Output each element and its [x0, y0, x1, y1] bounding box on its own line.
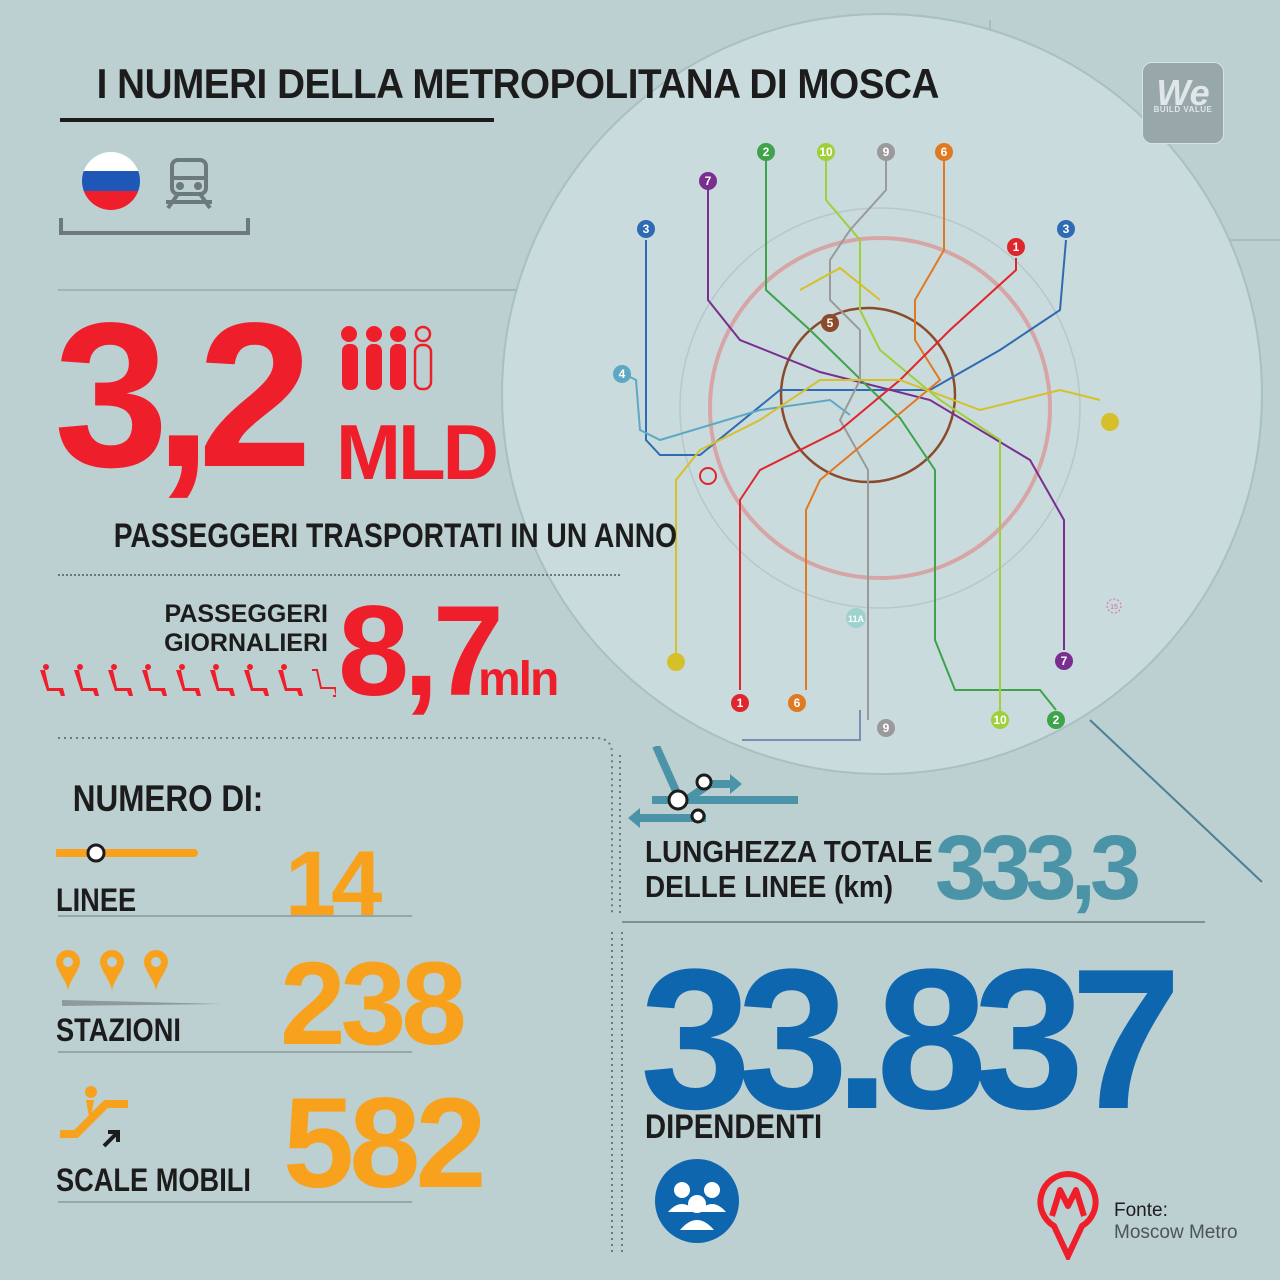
seat-icon: [247, 664, 253, 670]
svg-text:11A: 11A: [848, 614, 865, 624]
seat-icon-row: [40, 664, 336, 697]
linee-value: 14: [285, 833, 382, 935]
svg-text:1: 1: [737, 696, 744, 710]
page-title: I NUMERI DELLA METROPOLITANA DI MOSCA: [96, 60, 940, 107]
dipendenti-value: 33.837: [640, 928, 1182, 1151]
source-label: Fonte:: [1114, 1200, 1168, 1221]
passengers-daily-label-line2: GIORNALIERI: [164, 629, 328, 657]
logo-tagline: BUILD VALUE: [1153, 105, 1213, 114]
pin-icon: [56, 950, 168, 992]
passengers-daily-unit: mln: [478, 653, 559, 706]
stazioni-label: STAZIONI: [56, 1012, 181, 1048]
source-value: Moscow Metro: [1114, 1222, 1238, 1243]
lunghezza-label: LUNGHEZZA TOTALE DELLE LINEE (km): [645, 834, 933, 904]
lunghezza-label-line1: LUNGHEZZA TOTALE: [645, 834, 933, 869]
lunghezza-label-line2: DELLE LINEE (km): [645, 869, 894, 904]
seat-icon: [281, 664, 287, 670]
svg-text:7: 7: [1061, 654, 1068, 668]
numero-di-heading: NUMERO DI:: [72, 778, 264, 819]
train-icon: [166, 158, 212, 210]
seat-icon: [40, 670, 65, 696]
svg-text:9: 9: [883, 721, 890, 735]
passengers-daily-label: PASSEGGERI GIORNALIERI: [150, 600, 328, 658]
svg-text:2: 2: [1053, 713, 1060, 727]
passengers-daily-label-line1: PASSEGGERI: [164, 600, 328, 628]
escalator-icon: [60, 1086, 128, 1148]
svg-text:4: 4: [619, 367, 626, 381]
metro-logo-icon: [1037, 1170, 1099, 1260]
seat-icon: [278, 670, 303, 696]
scale-mobili-label: SCALE MOBILI: [56, 1162, 251, 1198]
dipendenti-label: DIPENDENTI: [645, 1108, 823, 1146]
passengers-daily-value: 8,7: [338, 580, 504, 723]
seat-icon: [210, 670, 235, 696]
svg-text:3: 3: [1063, 222, 1070, 236]
junction-icon: [628, 746, 798, 828]
seat-icon: [40, 664, 303, 696]
passengers-year-label: PASSEGGERI TRASPORTATI IN UN ANNO: [113, 517, 678, 555]
svg-text:10: 10: [819, 145, 833, 159]
stazioni-value: 238: [280, 938, 467, 1070]
people-icon: [341, 325, 433, 391]
svg-text:10: 10: [993, 713, 1007, 727]
svg-text:5: 5: [827, 316, 834, 330]
magnifier-handle: [1089, 719, 1263, 883]
workers-icon: [655, 1159, 739, 1243]
seat-icon: [111, 664, 117, 670]
passengers-year-value: 3,2: [54, 280, 312, 510]
seat-icon: [142, 670, 167, 696]
divider: [58, 574, 620, 576]
seat-icon: [179, 664, 185, 670]
svg-text:2: 2: [763, 145, 770, 159]
logo-text: We: [1156, 72, 1210, 113]
svg-text:6: 6: [794, 696, 801, 710]
seat-icon: [176, 670, 201, 696]
svg-text:1: 1: [1013, 240, 1020, 254]
seat-icon: [213, 664, 219, 670]
lunghezza-value: 333,3: [935, 817, 1141, 919]
seat-icon: [43, 664, 49, 670]
seat-icon: [108, 670, 133, 696]
svg-text:3: 3: [643, 222, 650, 236]
svg-text:6: 6: [941, 145, 948, 159]
svg-text:9: 9: [883, 145, 890, 159]
title-underline: [60, 118, 494, 122]
seat-icon: [244, 670, 269, 696]
we-build-value-logo: We BUILD VALUE: [1142, 62, 1224, 144]
linee-label: LINEE: [56, 882, 137, 918]
svg-text:7: 7: [705, 174, 712, 188]
seat-icon: [77, 664, 83, 670]
line-icon: [56, 843, 198, 863]
pin-icon-row: [56, 950, 222, 1006]
scale-mobili-value: 582: [283, 1072, 487, 1215]
header-icons: [59, 152, 250, 235]
svg-text:15: 15: [1110, 604, 1118, 611]
russia-flag-icon: [82, 152, 140, 210]
seat-icon: [74, 670, 99, 696]
passengers-year-unit: MLD: [336, 408, 499, 496]
seat-icon: [145, 664, 151, 670]
